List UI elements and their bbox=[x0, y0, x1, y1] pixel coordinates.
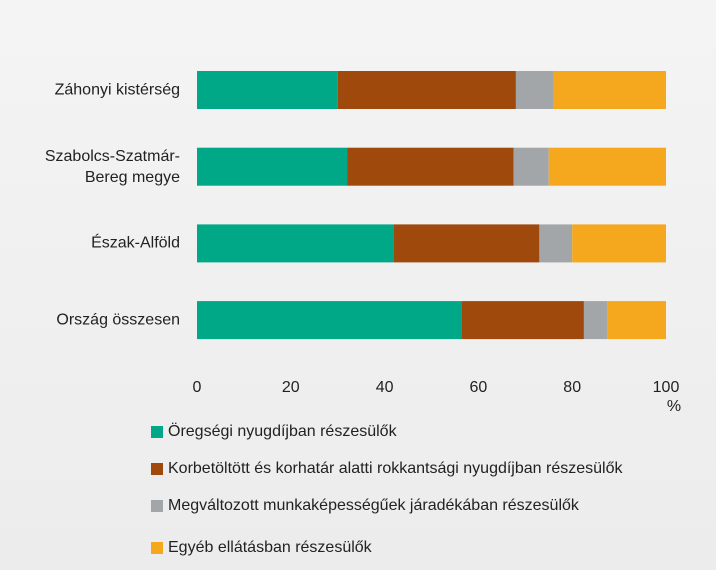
bar-segment bbox=[607, 301, 666, 340]
x-tick-label: 0 bbox=[193, 379, 202, 396]
bar-segment bbox=[583, 301, 608, 340]
bar-segment bbox=[572, 224, 666, 263]
x-tick-label: 100 bbox=[653, 379, 680, 396]
category-label: Észak-Alföld bbox=[91, 234, 180, 252]
bar-segment bbox=[197, 301, 462, 340]
category-label: Szabolcs-Szatmár- Bereg megye bbox=[44, 147, 180, 186]
bar-segment bbox=[197, 71, 338, 109]
bar-segment bbox=[553, 71, 666, 109]
category-label: Ország összesen bbox=[56, 311, 180, 329]
x-tick-label: 40 bbox=[376, 379, 394, 396]
legend-swatch bbox=[151, 542, 163, 554]
category-label: Záhonyi kistérség bbox=[54, 81, 180, 99]
legend-swatch bbox=[151, 463, 163, 475]
legend-swatch bbox=[151, 500, 163, 512]
legend-label: Egyéb ellátásban részesülők bbox=[168, 539, 373, 556]
x-tick-label: 80 bbox=[563, 379, 581, 396]
legend-label: Öregségi nyugdíjban részesülők bbox=[168, 422, 398, 440]
x-tick-label: 20 bbox=[282, 379, 300, 396]
legend-swatch bbox=[151, 426, 163, 438]
bar-segment bbox=[515, 71, 554, 109]
x-axis-label: % bbox=[667, 398, 681, 415]
bar-segment bbox=[548, 147, 666, 186]
bar-segment bbox=[539, 224, 573, 263]
bar-segment bbox=[337, 71, 516, 109]
legend-label: Megváltozott munkaképességűek járadékába… bbox=[168, 497, 580, 514]
bar-segment bbox=[393, 224, 540, 263]
x-tick-label: 60 bbox=[470, 379, 488, 396]
legend-label: Korbetöltött és korhatár alatti rokkants… bbox=[168, 460, 623, 477]
bar-segment bbox=[197, 147, 348, 186]
bar-segment bbox=[197, 224, 394, 263]
bar-segment bbox=[461, 301, 584, 340]
bar-segment bbox=[513, 147, 549, 186]
bar-segment bbox=[347, 147, 514, 186]
